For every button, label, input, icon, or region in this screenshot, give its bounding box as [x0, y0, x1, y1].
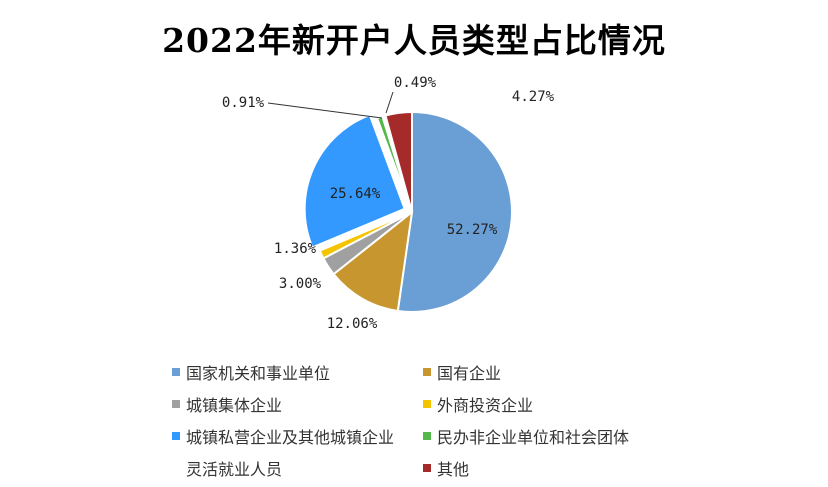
data-label-4: 1.36% — [274, 241, 317, 257]
data-label-2: 12.06% — [327, 316, 378, 332]
legend-label: 城镇私营企业及其他城镇企业 — [186, 428, 395, 447]
legend-label: 城镇集体企业 — [186, 396, 283, 415]
legend-label: 其他 — [437, 460, 470, 479]
legend-item-4: 外商投资企业 — [423, 392, 533, 416]
legend-swatch — [423, 464, 431, 472]
pie-slice-4 — [318, 211, 413, 260]
data-label-6: 0.91% — [222, 95, 265, 111]
pie-slice-5 — [303, 113, 406, 249]
data-label-7: 0.49% — [394, 75, 437, 91]
legend-item-5: 城镇私营企业及其他城镇企业 — [172, 424, 394, 448]
legend-item-1: 国家机关和事业单位 — [172, 360, 330, 384]
legend-label: 外商投资企业 — [437, 396, 534, 415]
legend-item-3: 城镇集体企业 — [172, 392, 282, 416]
legend-label: 国家机关和事业单位 — [186, 364, 331, 383]
legend-item-8: 其他 — [423, 456, 469, 480]
legend-item-6: 民办非企业单位和社会团体 — [423, 424, 629, 448]
data-label-1: 52.27% — [447, 222, 498, 238]
data-label-5: 25.64% — [330, 186, 381, 202]
pie-slice-2 — [332, 209, 414, 313]
legend-swatch — [172, 400, 180, 408]
pie-slice-8 — [384, 110, 413, 213]
leader-line-7 — [385, 91, 394, 114]
chart-title: 2022年新开户人员类型占比情况 — [162, 21, 666, 60]
legend-swatch — [423, 432, 431, 440]
legend-item-2: 国有企业 — [423, 360, 501, 384]
legend-swatch — [423, 368, 431, 376]
legend-item-7: 灵活就业人员 — [172, 456, 282, 480]
legend-swatch — [172, 368, 180, 376]
pie-slice-1 — [396, 110, 513, 313]
legend-swatch — [172, 464, 180, 472]
legend-swatch — [423, 400, 431, 408]
leader-line-6 — [267, 102, 383, 119]
legend-swatch — [172, 432, 180, 440]
legend-label: 民办非企业单位和社会团体 — [437, 428, 630, 447]
legend-label: 国有企业 — [437, 364, 502, 383]
data-label-8: 4.27% — [512, 89, 555, 105]
data-label-3: 3.00% — [279, 276, 322, 292]
legend-label: 灵活就业人员 — [186, 460, 283, 479]
